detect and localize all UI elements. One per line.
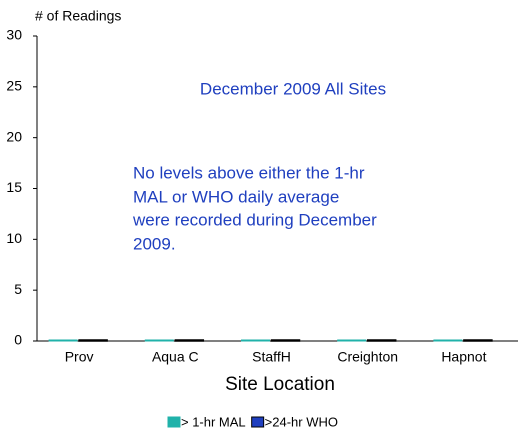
- bar: [48, 339, 78, 342]
- x-tick-label: StaffH: [252, 349, 291, 365]
- y-tick-label: 15: [6, 179, 22, 195]
- legend-label: > 1-hr MAL: [181, 414, 246, 429]
- y-axis-label: # of Readings: [35, 8, 121, 24]
- bar: [241, 339, 270, 342]
- legend-swatch: [167, 416, 181, 428]
- y-tick-label: 25: [6, 78, 22, 94]
- x-tick-label: Hapnot: [441, 349, 486, 365]
- bar: [270, 339, 301, 342]
- annotation: were recorded during December: [132, 210, 377, 229]
- bar: [337, 339, 367, 342]
- bar: [174, 339, 205, 342]
- x-tick-label: Aqua C: [152, 349, 199, 365]
- bar: [366, 339, 397, 342]
- annotation: 2009.: [133, 234, 176, 253]
- y-tick-label: 10: [6, 230, 22, 246]
- bar: [144, 339, 174, 342]
- bar: [433, 339, 463, 342]
- bar: [463, 339, 493, 342]
- x-axis-label: Site Location: [225, 374, 335, 395]
- legend-label: >24-hr WHO: [265, 414, 338, 429]
- y-tick-label: 5: [14, 281, 22, 297]
- y-tick-label: 20: [6, 128, 22, 144]
- legend-swatch: [251, 416, 265, 428]
- y-tick-label: 0: [14, 332, 22, 348]
- x-tick-label: Creighton: [337, 349, 398, 365]
- annotation: December 2009 All Sites: [200, 79, 386, 98]
- annotation: No levels above either the 1-hr: [133, 163, 365, 182]
- x-tick-label: Prov: [65, 349, 94, 365]
- bar: [78, 339, 108, 342]
- y-tick-label: 30: [6, 27, 22, 43]
- annotation: MAL or WHO daily average: [133, 187, 339, 206]
